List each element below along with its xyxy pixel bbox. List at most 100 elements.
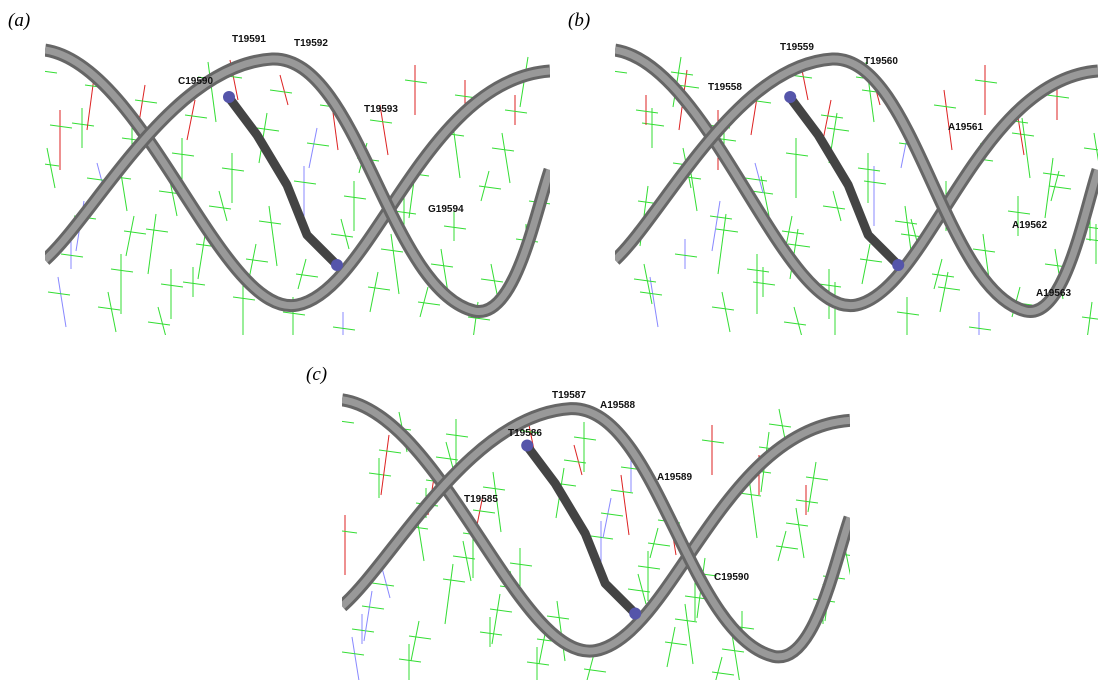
residue-label: T19593 (364, 104, 398, 115)
base-stick (256, 127, 280, 132)
base-stick (863, 180, 887, 185)
base-stick (472, 509, 496, 514)
base-stick (97, 306, 121, 311)
base-stick (45, 70, 58, 74)
base-stick (820, 114, 844, 119)
base-stick (972, 248, 996, 253)
base-stick (330, 233, 354, 238)
base-stick (398, 658, 422, 663)
base-stick (47, 291, 71, 296)
base-stick (1093, 132, 1098, 162)
base-stick (1048, 185, 1072, 190)
dna-image (45, 50, 550, 335)
residue-label: A19561 (948, 122, 983, 133)
base-stick (1044, 157, 1054, 219)
base-stick (369, 271, 379, 313)
base-stick (509, 562, 533, 567)
base-stick (1046, 94, 1070, 99)
base-stick (482, 486, 506, 491)
base-stick (620, 474, 630, 536)
base-stick (408, 635, 432, 640)
base-stick (125, 215, 135, 257)
base-stick (419, 286, 429, 318)
base-stick (635, 109, 659, 114)
base-stick (368, 472, 392, 477)
base-stick (1021, 117, 1031, 179)
base-stick (71, 122, 95, 127)
base-stick (282, 311, 306, 316)
base-stick (371, 582, 395, 587)
base-stick (221, 167, 245, 172)
base-stick (931, 273, 955, 278)
base-stick (45, 163, 60, 167)
base-stick (46, 147, 56, 189)
ligand-n (521, 439, 534, 452)
base-stick (147, 213, 157, 275)
base-stick (492, 471, 502, 533)
base-stick (184, 114, 208, 119)
base-stick (684, 595, 708, 600)
base-stick (637, 565, 661, 570)
base-stick (516, 429, 540, 434)
base-stick (974, 79, 998, 84)
base-stick (1087, 301, 1093, 335)
base-stick (748, 477, 758, 539)
base-stick (186, 99, 196, 141)
base-stick (563, 459, 587, 464)
base-stick (404, 79, 428, 84)
base-stick (633, 278, 657, 283)
base-stick (746, 268, 770, 273)
base-stick (479, 631, 503, 636)
base-stick (643, 263, 653, 305)
base-stick (805, 476, 829, 481)
base-stick (777, 530, 787, 562)
base-stick (711, 306, 735, 311)
base-stick (343, 195, 367, 200)
base-stick (157, 306, 166, 335)
residue-label: A19562 (1012, 220, 1047, 231)
backbone-highlight (342, 409, 850, 657)
base-stick (342, 420, 355, 424)
base-stick (297, 258, 307, 290)
base-stick (637, 573, 647, 605)
base-stick (795, 507, 805, 559)
base-stick (738, 492, 762, 497)
base-stick (1042, 172, 1066, 177)
base-stick (308, 127, 318, 169)
base-stick (861, 243, 871, 285)
residue-label: G19594 (428, 204, 464, 215)
residue-label: C19590 (178, 76, 213, 87)
base-stick (684, 603, 694, 665)
base-stick (147, 321, 171, 326)
residue-label: T19586 (508, 428, 542, 439)
base-stick (602, 497, 612, 539)
base-stick (701, 439, 725, 444)
base-stick (822, 205, 846, 210)
base-stick (526, 661, 550, 666)
ligand-n (892, 259, 905, 271)
base-stick (160, 283, 184, 288)
base-stick (775, 545, 799, 550)
base-stick (381, 567, 391, 599)
base-stick (674, 618, 698, 623)
base-stick (896, 311, 920, 316)
ligand-n (784, 91, 797, 103)
base-stick (832, 190, 842, 222)
base-stick (760, 175, 770, 217)
base-stick (491, 147, 515, 152)
base-stick (390, 233, 400, 295)
base-stick (443, 225, 467, 230)
ligand (521, 440, 639, 617)
base-stick (731, 633, 740, 680)
base-stick (721, 291, 731, 333)
base-stick (417, 301, 441, 306)
base-stick (943, 89, 953, 151)
base-stick (894, 220, 918, 225)
base-stick (380, 434, 390, 496)
base-stick (478, 185, 502, 190)
base-stick (641, 122, 665, 127)
base-stick (647, 542, 671, 547)
ligand (223, 92, 341, 269)
base-stick (504, 109, 528, 114)
